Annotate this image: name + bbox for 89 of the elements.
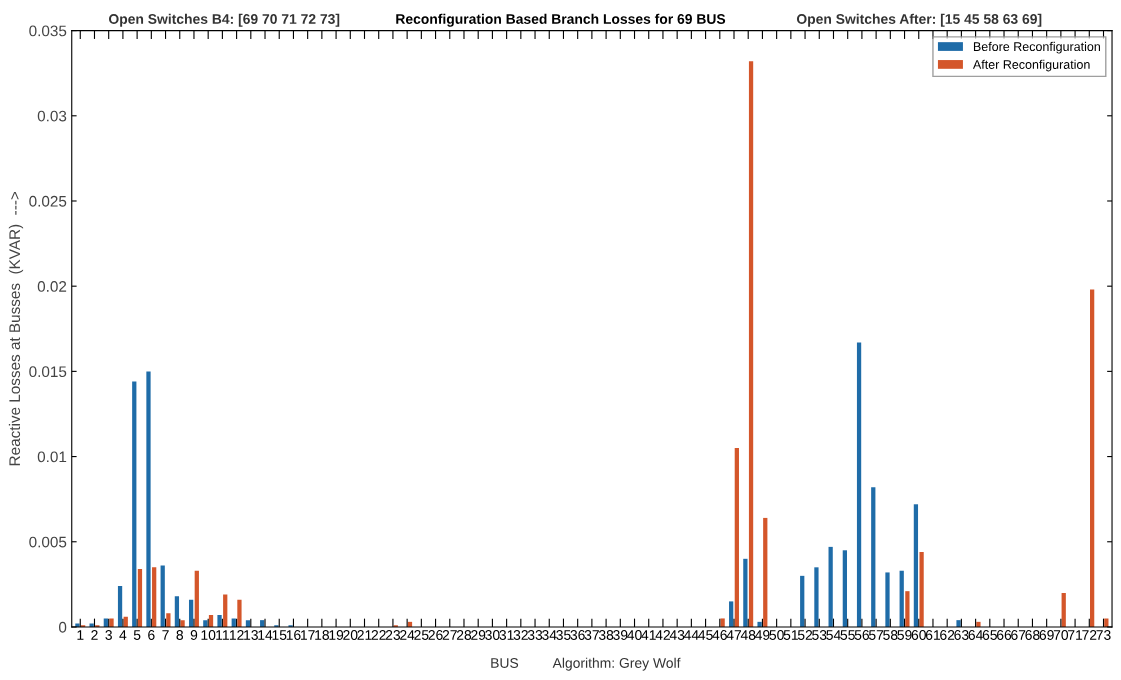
legend-label: Before Reconfiguration bbox=[973, 41, 1100, 54]
y-tick-label: 0.02 bbox=[37, 281, 67, 292]
x-tick-label: 17 bbox=[300, 630, 315, 640]
x-tick-label: 11 bbox=[216, 630, 229, 640]
x-tick-label: 24 bbox=[400, 630, 415, 640]
x-tick-label: 50 bbox=[769, 630, 784, 640]
x-tick-label: 5 bbox=[133, 630, 141, 640]
x-tick-label: 27 bbox=[442, 630, 457, 640]
x-tick-label: 20 bbox=[343, 630, 358, 640]
x-tick-label: 64 bbox=[968, 630, 983, 640]
x-tick-label: 52 bbox=[797, 630, 813, 640]
x-tick-label: 1 bbox=[77, 630, 84, 640]
x-tick-label: 38 bbox=[598, 630, 614, 640]
x-tick-label: 32 bbox=[513, 630, 528, 640]
x-tick-label: 39 bbox=[613, 630, 628, 640]
x-tick-label: 19 bbox=[329, 630, 344, 640]
x-tick-label: 14 bbox=[258, 630, 273, 640]
x-tick-label: 68 bbox=[1025, 630, 1040, 640]
y-tick-label: 0.035 bbox=[29, 25, 67, 37]
text: Open Switches B4: [69 70 71 72 73] bbox=[108, 13, 340, 27]
x-tick-label: 42 bbox=[655, 630, 670, 640]
x-tick-label: 30 bbox=[485, 630, 500, 640]
x-tick-label: 55 bbox=[840, 630, 855, 640]
y-tick-label: 0.03 bbox=[37, 110, 67, 122]
x-tick-label: 47 bbox=[726, 630, 742, 640]
x-tick-label: 13 bbox=[244, 630, 258, 640]
x-tick-label: 4 bbox=[119, 630, 127, 640]
y-tick-label: 0.015 bbox=[29, 366, 67, 378]
x-tick-label: 18 bbox=[315, 630, 329, 640]
x-tick-label: 29 bbox=[471, 630, 486, 640]
x-tick-label: 60 bbox=[911, 630, 926, 640]
x-tick-label: 34 bbox=[542, 630, 557, 640]
x-tick-label: 8 bbox=[176, 630, 184, 640]
x-tick-label: 23 bbox=[385, 630, 401, 640]
x-tick-label: 36 bbox=[570, 630, 585, 640]
x-tick-label: 40 bbox=[627, 630, 642, 640]
x-tick-label: 49 bbox=[755, 630, 770, 640]
x-tick-label: 54 bbox=[826, 630, 841, 640]
y-axis-title: Reactive Losses at Busses (KVAR) ---> bbox=[8, 191, 24, 466]
y-tick-label: 0.005 bbox=[29, 536, 67, 548]
x-tick-label: 59 bbox=[897, 630, 912, 640]
x-tick-label: 33 bbox=[527, 630, 543, 640]
x-tick-label: 53 bbox=[812, 630, 827, 640]
x-tick-label: 51 bbox=[783, 630, 798, 640]
x-tick-label: 58 bbox=[883, 630, 898, 640]
x-tick-label: 21 bbox=[357, 630, 372, 640]
y-tick-label: 0.01 bbox=[37, 451, 67, 463]
x-tick-label: 22 bbox=[371, 630, 386, 640]
x-tick-label: 72 bbox=[1082, 630, 1097, 640]
x-tick-label: 15 bbox=[272, 630, 287, 640]
x-tick-label: 70 bbox=[1053, 630, 1069, 640]
x-tick-label: 6 bbox=[148, 630, 155, 640]
legend-label: After Reconfiguration bbox=[972, 59, 1090, 72]
x-tick-label: 71 bbox=[1068, 630, 1083, 640]
x-axis-title: BUS bbox=[491, 658, 519, 668]
x-tick-label: 35 bbox=[556, 630, 571, 640]
y-tick-label: 0 bbox=[58, 621, 67, 633]
x-tick-label: 45 bbox=[698, 630, 713, 640]
x-tick-label: 67 bbox=[1011, 630, 1026, 640]
x-tick-label: 41 bbox=[641, 630, 656, 640]
x-tick-label: 7 bbox=[162, 630, 169, 640]
y-tick-label: 0.025 bbox=[29, 195, 67, 207]
x-tick-label: 56 bbox=[854, 630, 870, 640]
x-tick-label: 28 bbox=[456, 630, 472, 640]
x-tick-label: 10 bbox=[201, 630, 216, 640]
x-tick-label: 62 bbox=[940, 630, 955, 640]
text: Open Switches After: [15 45 58 63 69] bbox=[796, 13, 1042, 27]
x-tick-label: 63 bbox=[954, 630, 969, 640]
x-tick-label: 66 bbox=[997, 630, 1012, 640]
text: Algorithm: Grey Wolf bbox=[552, 657, 681, 671]
x-tick-label: 48 bbox=[740, 630, 756, 640]
x-tick-label: 26 bbox=[428, 630, 443, 640]
x-tick-label: 16 bbox=[286, 630, 301, 640]
x-tick-label: 12 bbox=[229, 630, 244, 640]
x-tick-label: 65 bbox=[982, 630, 997, 640]
x-tick-label: 61 bbox=[925, 630, 941, 640]
x-tick-label: 37 bbox=[584, 630, 599, 640]
x-tick-label: 44 bbox=[683, 630, 699, 640]
x-tick-label: 57 bbox=[868, 630, 884, 640]
x-tick-label: 3 bbox=[105, 630, 112, 640]
x-tick-label: 9 bbox=[190, 630, 198, 640]
x-tick-label: 73 bbox=[1096, 630, 1111, 640]
chart-title: Reconfiguration Based Branch Losses for 69 BUS bbox=[396, 13, 726, 27]
x-tick-label: 2 bbox=[91, 630, 98, 640]
x-tick-label: 46 bbox=[712, 630, 727, 640]
x-tick-label: 43 bbox=[669, 630, 685, 640]
x-tick-label: 31 bbox=[499, 630, 514, 640]
x-tick-label: 69 bbox=[1039, 630, 1054, 640]
x-tick-label: 25 bbox=[414, 630, 429, 640]
